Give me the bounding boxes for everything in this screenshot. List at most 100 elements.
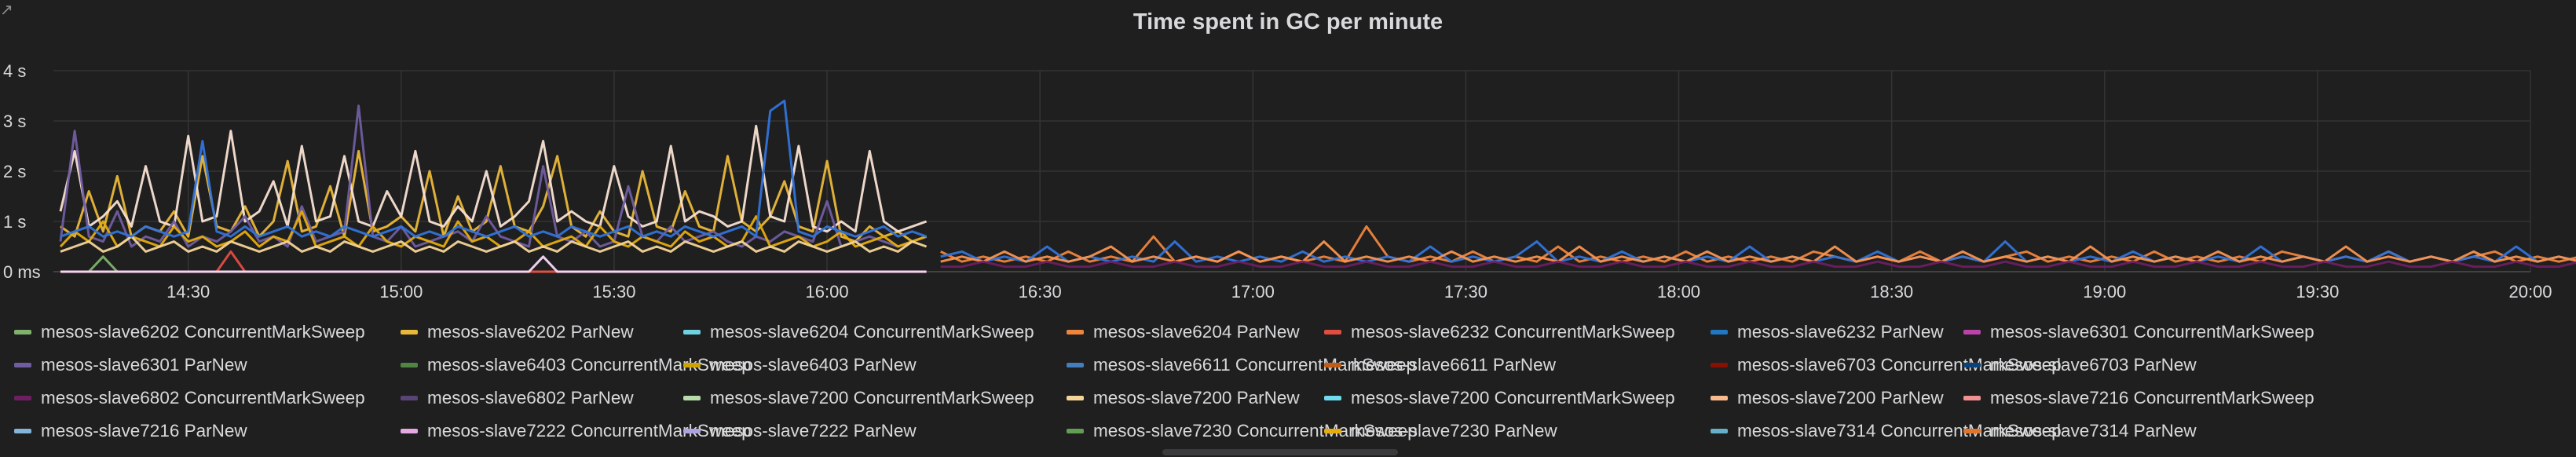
legend-label: mesos-slave6403 ParNew (710, 355, 917, 375)
legend-item[interactable]: mesos-slave7216 ConcurrentMarkSweep (1963, 382, 2314, 415)
legend-label: mesos-slave7200 ParNew (1737, 388, 1944, 408)
legend-swatch (683, 429, 701, 433)
legend-label: mesos-slave6232 ParNew (1737, 322, 1944, 342)
panel-corner-resize-icon[interactable]: ↗ (0, 2, 13, 19)
legend-item[interactable]: mesos-slave7216 ParNew (14, 415, 247, 448)
legend-item[interactable]: mesos-slave6802 ParNew (401, 382, 634, 415)
legend-item[interactable]: mesos-slave7314 ConcurrentMarkSweep (1711, 415, 2062, 448)
legend-item[interactable]: mesos-slave7314 ParNew (1963, 415, 2197, 448)
legend-item[interactable]: mesos-slave7200 ParNew (1711, 382, 1944, 415)
legend-swatch (1067, 330, 1084, 335)
x-tick-label: 16:00 (806, 282, 849, 302)
legend-label: mesos-slave6204 ParNew (1093, 322, 1300, 342)
legend-label: mesos-slave6703 ParNew (1990, 355, 2197, 375)
legend-label: mesos-slave7200 ParNew (1093, 388, 1300, 408)
legend-swatch (401, 363, 418, 367)
legend-swatch (683, 330, 701, 335)
legend-swatch (1067, 363, 1084, 367)
x-tick-label: 17:30 (1444, 282, 1487, 302)
legend-item[interactable]: mesos-slave6611 ConcurrentMarkSweep (1067, 349, 1416, 382)
legend-swatch (14, 429, 31, 433)
legend-item[interactable]: mesos-slave6611 ParNew (1324, 349, 1556, 382)
legend-item[interactable]: mesos-slave7200 ConcurrentMarkSweep (1324, 382, 1675, 415)
legend-label: mesos-slave7314 ConcurrentMarkSweep (1737, 421, 2062, 441)
x-tick-label: 15:00 (379, 282, 423, 302)
legend-swatch (1963, 363, 1981, 367)
series-line (60, 149, 928, 243)
legend-swatch (1711, 363, 1728, 367)
y-tick-label: 4 s (3, 61, 26, 81)
legend-label: mesos-slave7200 ConcurrentMarkSweep (710, 388, 1034, 408)
legend-item[interactable]: mesos-slave6703 ParNew (1963, 349, 2197, 382)
y-tick-label: 0 ms (3, 262, 41, 282)
legend-swatch (401, 330, 418, 335)
legend-row: mesos-slave6301 ParNew mesos-slave6403 Co… (14, 349, 2559, 382)
legend-label: mesos-slave6301 ParNew (41, 355, 247, 375)
x-tick-label: 17:00 (1231, 282, 1275, 302)
legend-label: mesos-slave7314 ParNew (1990, 421, 2197, 441)
legend-label: mesos-slave7230 ConcurrentMarkSweep (1093, 421, 1418, 441)
legend-label: mesos-slave6232 ConcurrentMarkSweep (1351, 322, 1675, 342)
legend-label: mesos-slave6204 ConcurrentMarkSweep (710, 322, 1034, 342)
x-tick-label: 18:30 (1870, 282, 1913, 302)
legend-scrollbar[interactable] (1162, 449, 1398, 455)
panel-title[interactable]: Time spent in GC per minute (1132, 9, 1444, 35)
legend-swatch (1963, 429, 1981, 433)
chart-plot-area[interactable]: 0 ms 1 s 2 s 3 s 4 s 14:30 15:00 15:30 16:00 16:3… (0, 0, 2576, 314)
legend-label: mesos-slave6802 ConcurrentMarkSweep (41, 388, 365, 408)
series-line (60, 250, 927, 273)
x-tick-label: 15:30 (592, 282, 635, 302)
legend-swatch (1711, 396, 1728, 400)
legend-item[interactable]: mesos-slave7230 ConcurrentMarkSweep (1067, 415, 1418, 448)
legend-label: mesos-slave6611 ParNew (1351, 355, 1556, 375)
legend-swatch (1324, 330, 1341, 335)
legend-swatch (683, 363, 701, 367)
y-tick-label: 2 s (3, 162, 26, 181)
legend-item[interactable]: mesos-slave7200 ParNew (1067, 382, 1300, 415)
series-line (940, 260, 2576, 269)
legend-label: mesos-slave6802 ParNew (427, 388, 634, 408)
legend-swatch (1963, 330, 1981, 335)
series-line (60, 99, 928, 238)
legend-item[interactable]: mesos-slave6202 ConcurrentMarkSweep (14, 316, 365, 349)
legend-item[interactable]: mesos-slave7230 ParNew (1324, 415, 1557, 448)
series-line (60, 255, 927, 273)
legend-swatch (1963, 396, 1981, 400)
legend: mesos-slave6202 ConcurrentMarkSweep mesos… (14, 316, 2559, 448)
legend-item[interactable]: mesos-slave6204 ConcurrentMarkSweep (683, 316, 1034, 349)
legend-row: mesos-slave7216 ParNew mesos-slave7222 Co… (14, 415, 2559, 448)
legend-item[interactable]: mesos-slave7222 ParNew (683, 415, 917, 448)
legend-swatch (1324, 363, 1341, 367)
legend-item[interactable]: mesos-slave6403 ParNew (683, 349, 917, 382)
legend-swatch (14, 396, 31, 400)
legend-label: mesos-slave7200 ConcurrentMarkSweep (1351, 388, 1675, 408)
legend-item[interactable]: mesos-slave6703 ConcurrentMarkSweep (1711, 349, 2062, 382)
legend-item[interactable]: mesos-slave6232 ParNew (1711, 316, 1944, 349)
legend-label: mesos-slave7216 ParNew (41, 421, 247, 441)
legend-label: mesos-slave6202 ParNew (427, 322, 634, 342)
legend-item[interactable]: mesos-slave6232 ConcurrentMarkSweep (1324, 316, 1675, 349)
legend-item[interactable]: mesos-slave6301 ConcurrentMarkSweep (1963, 316, 2314, 349)
legend-label: mesos-slave7230 ParNew (1351, 421, 1557, 441)
legend-swatch (1324, 429, 1341, 433)
legend-swatch (1711, 429, 1728, 433)
legend-label: mesos-slave7222 ParNew (710, 421, 917, 441)
legend-swatch (401, 429, 418, 433)
x-tick-label: 14:30 (166, 282, 210, 302)
legend-item[interactable]: mesos-slave6802 ConcurrentMarkSweep (14, 382, 365, 415)
legend-label: mesos-slave6202 ConcurrentMarkSweep (41, 322, 365, 342)
legend-label: mesos-slave6703 ConcurrentMarkSweep (1737, 355, 2062, 375)
series-line (940, 225, 2576, 263)
legend-swatch (1067, 396, 1084, 400)
series-line (59, 210, 928, 248)
legend-swatch (401, 396, 418, 400)
y-tick-label: 1 s (3, 212, 26, 232)
legend-swatch (683, 396, 701, 400)
legend-item[interactable]: mesos-slave6204 ParNew (1067, 316, 1300, 349)
legend-item[interactable]: mesos-slave6202 ParNew (401, 316, 634, 349)
legend-item[interactable]: mesos-slave7200 ConcurrentMarkSweep (683, 382, 1034, 415)
legend-label: mesos-slave6301 ConcurrentMarkSweep (1990, 322, 2314, 342)
legend-item[interactable]: mesos-slave6301 ParNew (14, 349, 247, 382)
legend-swatch (1711, 330, 1728, 335)
legend-label: mesos-slave7216 ConcurrentMarkSweep (1990, 388, 2314, 408)
